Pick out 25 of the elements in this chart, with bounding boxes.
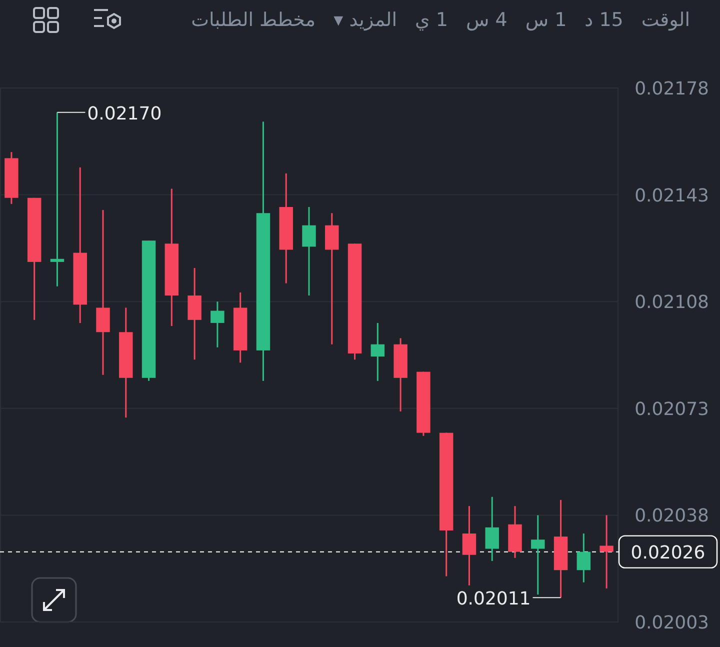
candlestick bbox=[485, 496, 499, 562]
candlestick bbox=[210, 300, 224, 348]
ref-line-label: 0.02026 bbox=[630, 542, 706, 564]
candlestick bbox=[302, 206, 316, 296]
y-tick-label: 0.02178 bbox=[634, 78, 709, 100]
candlestick bbox=[531, 514, 545, 596]
text: 4 س bbox=[466, 9, 508, 31]
y-tick-label: 0.02038 bbox=[634, 506, 709, 527]
annotation: 0.02011 bbox=[456, 588, 531, 610]
candlestick bbox=[50, 112, 64, 288]
candlestick bbox=[576, 532, 591, 584]
candlestick bbox=[600, 514, 614, 590]
text: مخطط الطلبات bbox=[191, 9, 316, 31]
text: الوقت bbox=[641, 9, 690, 31]
y-tick-label: 0.02108 bbox=[634, 292, 709, 314]
y-tick-label: 0.02073 bbox=[634, 398, 709, 420]
text: 1 س bbox=[525, 9, 567, 31]
text: 15 د bbox=[584, 9, 624, 31]
annotation: 0.02170 bbox=[87, 103, 162, 124]
y-tick-label: 0.02143 bbox=[634, 185, 709, 206]
candlestick bbox=[462, 505, 476, 586]
candlestick bbox=[370, 322, 385, 382]
y-tick-label: 0.02003 bbox=[634, 612, 709, 634]
text: 1 ي bbox=[415, 9, 448, 31]
text: المزيد ▾ bbox=[334, 9, 397, 31]
